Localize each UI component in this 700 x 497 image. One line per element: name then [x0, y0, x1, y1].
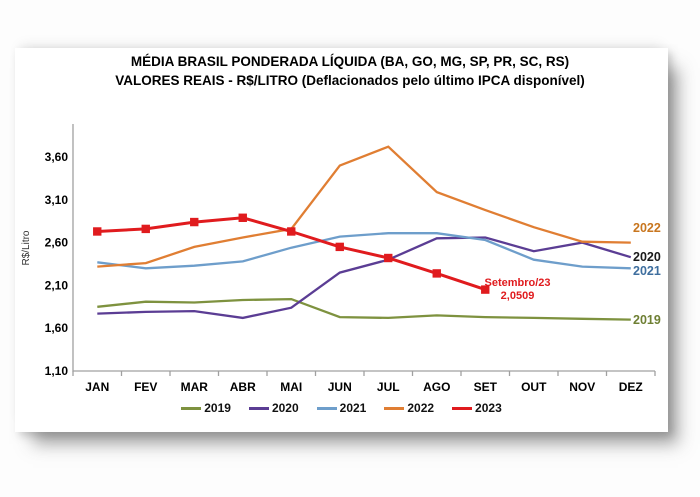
y-axis-tick-label: 3,60 — [45, 150, 69, 164]
x-axis-month-label: ABR — [230, 380, 256, 394]
x-axis-month-label: OUT — [521, 380, 547, 394]
series-marker-2023 — [384, 253, 393, 263]
x-axis-month-label: AGO — [423, 380, 450, 394]
series-marker-2023 — [93, 227, 102, 236]
series-line-2019 — [97, 297, 631, 321]
series-line-2021 — [97, 232, 631, 270]
legend-label-2023: 2023 — [475, 401, 502, 415]
legend-label-2020: 2020 — [271, 401, 299, 415]
y-axis-tick-label: 1,60 — [45, 321, 69, 335]
legend-swatch-2021 — [316, 406, 337, 410]
series-marker-2023 — [141, 224, 150, 234]
legend-swatch-2020 — [248, 406, 269, 410]
annotation-value: 2,0509 — [500, 289, 535, 302]
legend-swatch-2023 — [452, 406, 473, 410]
y-axis-tick-label: 3,10 — [45, 193, 69, 207]
price-line-chart: 1,10 1,60 2,10 2,60 3,10 3,60 JAN FEV MAR ABR MAI J… — [45, 124, 656, 394]
axes-lines — [72, 124, 655, 372]
x-axis-month-label: MAI — [280, 380, 302, 394]
x-axis-month-label: JAN — [85, 380, 109, 394]
x-axis-month-label: JUL — [377, 380, 400, 394]
series-marker-2023 — [287, 227, 296, 236]
legend-item-2023: 2023 — [452, 401, 502, 415]
series-marker-2023 — [238, 213, 247, 222]
series-marker-2023 — [190, 217, 199, 227]
x-axis-month-label: JUN — [328, 380, 352, 394]
legend-label-2019: 2019 — [204, 401, 231, 415]
series-end-label-2022: 2022 — [633, 220, 661, 235]
legend-item-2021: 2021 — [316, 401, 367, 415]
y-axis-tick-label: 2,10 — [45, 278, 69, 292]
legend-label-2021: 2021 — [339, 401, 367, 415]
chart-title-line1: MÉDIA BRASIL PONDERADA LÍQUIDA (BA, GO, … — [130, 54, 570, 69]
legend-item-2022: 2022 — [384, 401, 434, 415]
legend: 2019 2020 2021 2022 2023 — [15, 401, 668, 415]
x-axis-month-label: MAR — [181, 380, 209, 394]
series-end-label-2021: 2021 — [633, 264, 661, 279]
x-axis-month-label: DEZ — [619, 380, 643, 394]
series-end-label-2020: 2020 — [633, 250, 661, 265]
series-line-2020 — [97, 236, 632, 320]
annotation-label: Setembro/23 — [484, 277, 551, 289]
september-2023-annotation: Setembro/23 2,0509 — [450, 277, 585, 302]
chart-title: MÉDIA BRASIL PONDERADA LÍQUIDA (BA, GO, … — [70, 52, 630, 90]
x-axis-month-label: NOV — [569, 380, 595, 394]
legend-item-2019: 2019 — [181, 401, 231, 415]
x-axis-month-label: FEV — [134, 380, 157, 394]
y-axis-title: R$/Litro — [21, 230, 32, 266]
series-end-label-2019: 2019 — [633, 312, 661, 327]
series-marker-2023 — [335, 242, 344, 252]
x-axis-month-label: SET — [474, 380, 498, 394]
series-marker-2023 — [481, 285, 490, 294]
chart-card: MÉDIA BRASIL PONDERADA LÍQUIDA (BA, GO, … — [15, 48, 668, 432]
legend-swatch-2019 — [181, 406, 202, 410]
y-axis-tick-label: 2,60 — [45, 236, 69, 250]
legend-label-2022: 2022 — [407, 401, 435, 415]
legend-item-2020: 2020 — [248, 401, 299, 415]
y-axis-tick-label: 1,10 — [45, 364, 69, 378]
series-marker-2023 — [432, 269, 441, 278]
chart-title-line2: VALORES REAIS - R$/LITRO (Deflacionados … — [115, 73, 585, 88]
legend-swatch-2022 — [384, 406, 405, 410]
series-line-2022 — [97, 145, 631, 268]
